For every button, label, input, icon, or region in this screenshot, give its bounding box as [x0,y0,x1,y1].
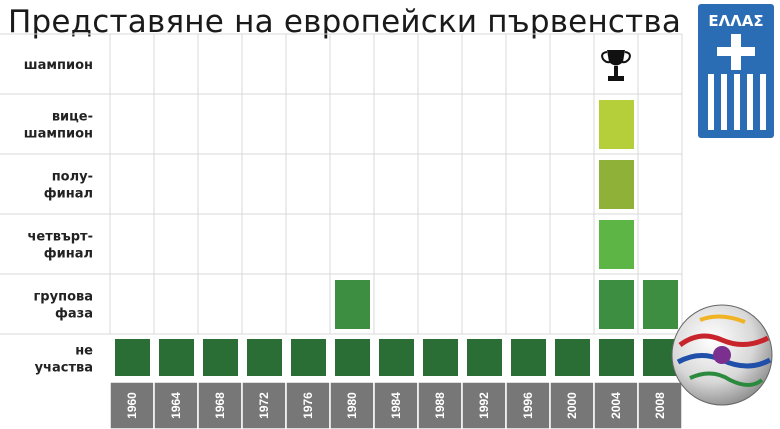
year-label: 1988 [433,392,447,419]
row-labels: шампион вице-шампион полу-финал четвърт-фин… [24,58,93,376]
year-label: 1964 [169,392,183,419]
cell-1988-participation [423,339,458,376]
cell-2004-semi [599,160,634,209]
cell-1992-participation [467,339,502,376]
cell-1980-group [335,280,370,329]
cell-1976-participation [291,339,326,376]
row-label-runnerup: вице- [52,110,93,125]
year-label: 2004 [609,392,623,419]
trophy-icon [601,50,631,81]
cell-1996-participation [511,339,546,376]
year-label: 1984 [389,392,403,419]
row-label-quarter: финал [44,247,93,262]
logo-cross-horizontal [717,47,755,56]
cell-2008-group [643,280,678,329]
cell-2004-participation [599,339,634,376]
cell-1968-participation [203,339,238,376]
year-cell [505,381,551,429]
logo-stripe [708,74,714,130]
logo-background [698,4,774,138]
year-cell [461,381,507,429]
cell-2004-runnerup [599,100,634,149]
row-label-group: фаза [55,307,93,322]
year-cell [549,381,595,429]
row-label-quarter: четвърт- [27,230,93,245]
row-label-semi: финал [44,187,93,202]
cells [115,50,678,376]
cell-2000-participation [555,339,590,376]
row-label-runnerup: шампион [24,127,93,142]
logo-stripe [747,74,753,130]
greek-flag-logo: ΕΛΛΑΣ [698,4,774,138]
year-label: 1968 [213,392,227,419]
year-cell [637,381,683,429]
year-axis: 1960 1964 1968 1972 1976 1980 1984 1988 1992 1996… [109,381,683,429]
row-label-participation: не [75,344,93,359]
cell-1972-participation [247,339,282,376]
year-label: 1972 [257,392,271,419]
row-label-participation: участва [35,361,93,376]
row-label-group: групова [34,290,93,305]
year-label: 1980 [345,392,359,419]
cell-1980-participation [335,339,370,376]
football-image [671,304,773,406]
grid [0,33,683,335]
row-label-champion: шампион [24,58,93,73]
year-cell [285,381,331,429]
cell-1984-participation [379,339,414,376]
year-label: 1996 [521,392,535,419]
year-cell [241,381,287,429]
year-label: 2008 [653,392,667,419]
cell-2004-group [599,280,634,329]
year-cell [197,381,243,429]
logo-stripe [721,74,727,130]
logo-stripe [734,74,740,130]
year-cell [329,381,375,429]
year-label: 2000 [565,392,579,419]
year-label: 1992 [477,392,491,419]
year-label: 1976 [301,392,315,419]
row-label-semi: полу- [52,170,93,185]
year-cell [593,381,639,429]
year-label: 1960 [125,392,139,419]
logo-text: ΕΛΛΑΣ [708,12,763,30]
cell-1964-participation [159,339,194,376]
cell-1960-participation [115,339,150,376]
cell-2004-quarter [599,220,634,269]
logo-stripe [760,74,766,130]
year-cell [109,381,155,429]
